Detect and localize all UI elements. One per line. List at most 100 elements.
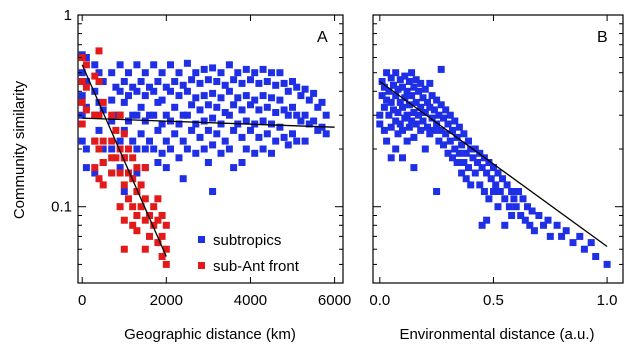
panel-b-point-series-0-86 [449, 126, 456, 134]
panel-b-point-series-0-152 [587, 239, 595, 247]
panel-b-point-series-0-16 [390, 81, 397, 89]
legend-swatch-sub-ant-front [198, 262, 205, 269]
panel-b-point-series-0-119 [490, 164, 497, 172]
legend-swatch-subtropics [198, 236, 205, 243]
panel-a-point-subtropics-167 [268, 94, 275, 102]
panel-b-point-series-0-57 [419, 117, 427, 125]
panel-b-point-series-0-52 [415, 111, 422, 119]
panel-a-point-subtropics-22 [108, 69, 116, 77]
panel-a-point-subtropics-41 [125, 117, 132, 125]
panel-a-point-subtropics-122 [213, 130, 221, 138]
panel-b-point-series-0-135 [517, 212, 525, 219]
panel-b-point-series-0-122 [494, 169, 502, 177]
panel-b-point-series-0-129 [505, 203, 513, 211]
panel-a-point-subtropics-106 [196, 133, 204, 141]
panel-a-point-subtropics-115 [209, 64, 217, 72]
panel-a-point-subtropics-193 [305, 96, 313, 104]
panel-b-point-series-0-67 [428, 114, 436, 122]
panel-a-point-subtropics-162 [259, 145, 267, 153]
panel-b-point-series-0-39 [405, 101, 413, 109]
panel-a-point-subtropics-190 [301, 85, 309, 93]
panel-a-point-subtropics-172 [272, 137, 280, 145]
panel-a-point-subtropics-38 [120, 188, 128, 195]
panel-a-point-subtropics-82 [171, 78, 179, 85]
panel-a-point-sub-ant-front-46 [137, 181, 145, 189]
panel-a-point-sub-ant-front-31 [120, 154, 128, 162]
panel-a-point-subtropics-91 [179, 137, 187, 145]
panel-a-point-subtropics-43 [129, 83, 137, 91]
panel-a-point-subtropics-102 [192, 120, 200, 128]
panel-a-point-subtropics-197 [314, 103, 322, 111]
panel-b-point-series-0-6 [380, 126, 388, 134]
panel-b-point-series-0-148 [562, 227, 570, 235]
panel-a-point-sub-ant-front-15 [95, 175, 103, 183]
panel-b-point-series-0-66 [428, 92, 436, 100]
panel-a-point-subtropics-55 [141, 92, 149, 100]
panel-b-point-series-0-103 [467, 181, 475, 189]
panel-b-point-series-0-125 [499, 175, 506, 183]
panel-b-point-series-0-28 [399, 83, 406, 91]
panel-a-point-subtropics-33 [116, 164, 124, 172]
panel-b-point-series-0-137 [521, 216, 529, 224]
panel-a-point-subtropics-15 [95, 69, 103, 77]
panel-a-x-tick-label-2: 4000 [234, 292, 267, 309]
panel-b-point-series-0-19 [392, 92, 400, 100]
panel-a-point-subtropics-35 [120, 98, 128, 106]
panel-a-point-subtropics-116 [209, 89, 217, 97]
panel-a-point-subtropics-94 [183, 87, 191, 95]
panel-a-point-subtropics-114 [204, 159, 212, 166]
panel-a-point-subtropics-130 [225, 61, 233, 69]
panel-a-point-subtropics-24 [108, 117, 116, 125]
panel-a-point-subtropics-113 [204, 126, 212, 134]
panel-b-point-series-0-107 [474, 159, 481, 166]
panel-a-point-subtropics-142 [238, 106, 246, 114]
panel-a-point-subtropics-185 [293, 83, 301, 91]
panel-b-point-series-0-33 [401, 94, 409, 102]
panel-a-point-subtropics-164 [263, 103, 271, 111]
panel-a-point-subtropics-187 [293, 137, 301, 145]
panel-b-point-series-0-46 [410, 133, 418, 141]
panel-b-point-series-0-27 [396, 120, 404, 128]
panel-a-point-subtropics-78 [167, 61, 174, 69]
panel-a-point-subtropics-76 [162, 137, 170, 145]
panel-a-point-subtropics-46 [133, 61, 141, 69]
panel-a-point-subtropics-81 [167, 145, 174, 153]
panel-b-point-series-0-91 [453, 159, 461, 166]
panel-a-point-subtropics-88 [175, 154, 183, 162]
panel-a-point-subtropics-97 [188, 76, 196, 84]
panel-b-point-series-0-61 [424, 98, 431, 106]
panel-a-point-subtropics-141 [238, 79, 246, 87]
panel-a-point-sub-ant-front-60 [158, 232, 166, 240]
panel-a-point-subtropics-139 [234, 94, 242, 102]
panel-a-point-subtropics-196 [310, 117, 318, 125]
panel-b-point-series-0-149 [569, 239, 577, 247]
panel-a-point-subtropics-51 [137, 78, 145, 85]
panel-a-point-subtropics-188 [297, 92, 305, 100]
panel-b-frame [372, 14, 624, 284]
panel-a-point-subtropics-160 [259, 92, 267, 100]
panel-b-point-series-0-31 [399, 154, 406, 162]
panel-a-point-subtropics-67 [154, 98, 162, 106]
panel-b-point-series-0-99 [462, 175, 470, 183]
panel-a-point-sub-ant-front-51 [141, 245, 149, 253]
panel-b-fit-line-0 [379, 80, 608, 248]
panel-a-point-sub-ant-front-54 [150, 203, 158, 211]
panel-b-point-series-0-23 [394, 109, 402, 116]
panel-a-point-subtropics-155 [251, 149, 259, 157]
panel-a-point-subtropics-100 [192, 69, 200, 77]
panel-b-point-series-0-14 [387, 123, 395, 131]
panel-a-point-subtropics-110 [200, 145, 208, 153]
panel-a-point-subtropics-156 [255, 79, 263, 87]
panel-b-point-series-0-88 [451, 117, 459, 125]
panel-b-point-series-0-18 [392, 69, 400, 77]
panel-a-point-sub-ant-front-33 [120, 216, 128, 224]
panel-a-point-subtropics-194 [305, 120, 313, 128]
panel-a-point-subtropics-198 [314, 126, 322, 134]
panel-b-point-series-0-76 [437, 101, 445, 109]
panel-a-point-subtropics-65 [150, 145, 158, 153]
panel-b-point-series-0-47 [410, 164, 418, 172]
panel-a-point-subtropics-72 [158, 120, 166, 128]
panel-b-point-series-0-150 [576, 232, 584, 240]
panel-a-point-subtropics-178 [280, 133, 288, 141]
